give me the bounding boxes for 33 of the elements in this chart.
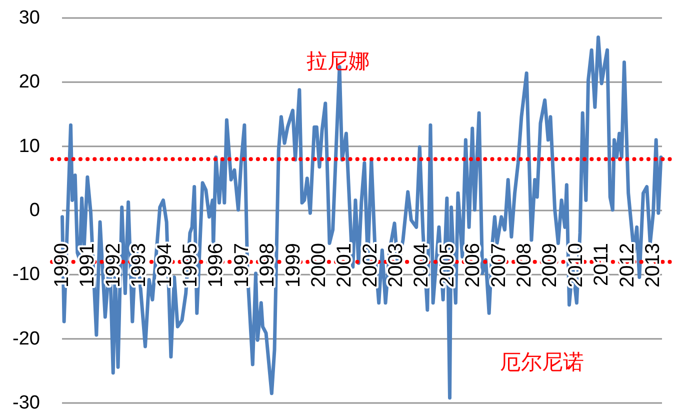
y-tick-label: 0 xyxy=(29,200,40,221)
x-tick-label: 2008 xyxy=(514,243,536,288)
x-tick-label: 1991 xyxy=(76,243,99,288)
x-tick-label: 2009 xyxy=(539,243,562,288)
x-tick-label: 2006 xyxy=(462,243,484,288)
y-tick-label: 10 xyxy=(18,136,40,157)
x-tick-label: 1994 xyxy=(154,243,176,288)
x-tick-label: 1998 xyxy=(256,243,279,288)
x-tick-label: 1993 xyxy=(128,243,150,288)
x-tick-label: 2004 xyxy=(410,243,433,288)
x-tick-label: 2010 xyxy=(564,243,587,288)
x-tick-label: 2007 xyxy=(488,243,510,288)
y-tick-label: 30 xyxy=(18,8,40,28)
x-tick-label: 2001 xyxy=(334,243,356,288)
ref-line-label: 厄尔尼诺 xyxy=(500,350,584,374)
y-tick-label: 20 xyxy=(18,72,40,93)
x-tick-label: 2011 xyxy=(590,243,613,286)
x-tick-label: 1999 xyxy=(282,243,304,288)
x-tick-label: 1992 xyxy=(102,243,124,288)
y-tick-label: -20 xyxy=(12,328,40,350)
x-tick-label: 2013 xyxy=(642,243,664,288)
y-tick-label: -30 xyxy=(12,392,40,414)
x-tick-label: 2003 xyxy=(385,243,408,288)
x-tick-label: 1990 xyxy=(51,243,73,288)
x-tick-label: 2005 xyxy=(436,243,458,288)
x-tick-label: 2002 xyxy=(359,243,382,288)
x-tick-label: 1996 xyxy=(205,243,228,288)
x-tick-label: 2012 xyxy=(616,243,638,288)
y-tick-label: -10 xyxy=(12,264,40,286)
x-tick-label: 1995 xyxy=(179,243,202,288)
x-tick-label: 1997 xyxy=(230,243,253,288)
x-tick-label: 2000 xyxy=(308,243,330,288)
ref-line-label: 拉尼娜 xyxy=(306,49,370,74)
